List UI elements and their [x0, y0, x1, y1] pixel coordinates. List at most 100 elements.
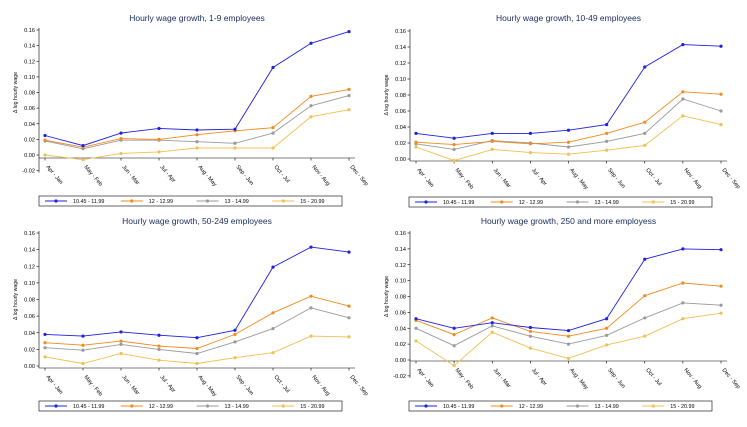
x-tick-label: Jun - Mar — [120, 374, 140, 396]
legend-swatch-marker — [205, 199, 210, 203]
data-point — [490, 316, 494, 320]
data-point — [643, 294, 647, 298]
series-line-1 — [415, 248, 722, 332]
data-point — [233, 328, 237, 332]
x-tick-label: Jul - Apr — [530, 367, 548, 387]
data-point — [271, 146, 275, 150]
data-point — [195, 336, 199, 340]
y-tick-label: 0.08 — [395, 295, 406, 301]
data-point — [719, 303, 723, 307]
data-point — [528, 346, 532, 350]
data-point — [719, 109, 723, 113]
data-point — [643, 120, 647, 124]
x-tick-label: Nov - Aug — [682, 367, 702, 390]
data-point — [43, 355, 47, 359]
series-line-2 — [415, 91, 722, 146]
legend-label: 15 - 20.99 — [670, 404, 694, 410]
data-point — [233, 340, 237, 344]
data-point — [157, 347, 161, 351]
data-point — [43, 153, 47, 157]
data-point — [490, 147, 494, 151]
data-point — [309, 115, 313, 119]
y-tick-label: 0.00 — [395, 157, 406, 163]
series-line-3 — [415, 302, 722, 347]
legend-swatch-marker — [281, 404, 285, 408]
legend-swatch-marker — [500, 404, 504, 408]
x-tick-label: Oct - Jul — [272, 164, 290, 184]
y-tick-label: 0.16 — [24, 231, 35, 237]
data-point — [681, 90, 685, 94]
data-point — [81, 158, 85, 162]
data-point — [681, 97, 685, 101]
data-point — [719, 284, 723, 288]
y-axis-label: Δ log hourly wage — [384, 74, 390, 115]
y-tick-label: 0.12 — [24, 264, 35, 270]
y-tick-label: 0.06 — [395, 310, 406, 316]
data-point — [643, 334, 647, 338]
data-point — [719, 44, 723, 48]
data-point — [81, 334, 85, 338]
y-tick-label: 0.10 — [395, 279, 406, 285]
data-point — [605, 326, 609, 330]
data-point — [452, 326, 456, 330]
legend-swatch-marker — [424, 200, 428, 204]
y-tick-label: -0.02 — [393, 374, 406, 380]
y-tick-label: -0.02 — [22, 169, 35, 175]
data-point — [452, 147, 456, 151]
chart-title: Hourly wage growth, 10-49 employees — [496, 13, 641, 23]
data-point — [347, 250, 351, 254]
x-tick-label: May - Feb — [82, 164, 103, 187]
legend-swatch-marker — [500, 200, 504, 204]
data-point — [81, 343, 85, 347]
legend-label: 15 - 20.99 — [670, 200, 694, 206]
legend-label: 15 - 20.99 — [300, 199, 324, 205]
data-point — [43, 332, 47, 337]
data-point — [414, 317, 418, 321]
y-tick-label: 0.08 — [395, 93, 406, 99]
data-point — [309, 294, 313, 298]
y-tick-label: 0.10 — [24, 75, 35, 81]
data-point — [271, 326, 275, 331]
data-point — [195, 133, 199, 137]
data-point — [347, 94, 351, 98]
data-point — [195, 128, 199, 132]
data-point — [347, 87, 351, 91]
data-point — [233, 141, 237, 145]
data-point — [195, 361, 199, 366]
data-point — [195, 351, 199, 356]
data-point — [528, 334, 532, 338]
x-tick-label: Oct - Jul — [272, 374, 290, 394]
x-tick-label: Jun - Mar — [120, 164, 140, 186]
y-tick-label: 0.06 — [395, 109, 406, 115]
data-point — [347, 316, 351, 320]
data-point — [271, 131, 275, 135]
data-point — [452, 344, 456, 348]
y-tick-label: 0.12 — [24, 59, 35, 65]
series-line-3 — [44, 307, 350, 354]
chart-panel-1: Hourly wage growth, 1-9 employees 0.16 0.1… — [13, 13, 369, 207]
chart-panel-3: Hourly wage growth, 50-249 employees 0.16… — [13, 216, 369, 412]
legend: 10.45 - 11.99 12 - 12.99 13 - 14.99 15 - 20… — [38, 195, 343, 207]
x-tick-label: Apr - Jan — [44, 374, 63, 395]
legend-label: 10.45 - 11.99 — [443, 200, 474, 206]
data-point — [347, 108, 351, 112]
y-tick-label: 0.14 — [24, 248, 35, 254]
data-point — [643, 131, 647, 135]
data-point — [528, 151, 532, 155]
legend-label: 12 - 12.99 — [519, 404, 543, 410]
x-tick-label: Apr - Jan — [415, 167, 434, 188]
data-point — [233, 356, 237, 360]
y-tick-label: 0.14 — [395, 45, 406, 51]
legend-box — [408, 196, 713, 208]
data-point — [719, 123, 723, 127]
y-tick-label: 0.06 — [24, 314, 35, 320]
data-point — [681, 317, 685, 321]
data-point — [309, 41, 313, 45]
legend-box — [408, 400, 713, 412]
data-point — [414, 326, 418, 330]
data-point — [309, 94, 313, 99]
legend-label: 12 - 12.99 — [149, 199, 173, 205]
data-point — [605, 333, 609, 337]
y-axis-label: Δ log hourly wage — [13, 279, 19, 320]
y-tick-label: 0.16 — [24, 28, 35, 34]
